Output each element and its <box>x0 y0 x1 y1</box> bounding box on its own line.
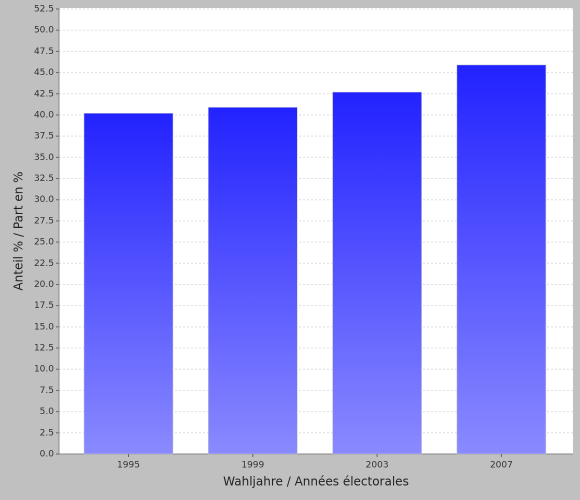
y-tick-label: 25.0 <box>34 238 54 248</box>
y-tick-label: 15.0 <box>34 322 54 332</box>
bar <box>208 107 298 455</box>
y-tick-label: 52.5 <box>34 5 54 15</box>
y-tick-label: 2.5 <box>40 428 54 438</box>
x-tick-label: 2003 <box>366 461 389 471</box>
y-tick-label: 42.5 <box>34 89 54 99</box>
x-tick-label: 1995 <box>117 461 140 471</box>
y-tick-label: 0.0 <box>40 450 55 460</box>
y-tick-label: 50.0 <box>34 26 54 36</box>
y-tick-label: 37.5 <box>34 132 54 142</box>
y-tick-label: 10.0 <box>34 365 54 375</box>
y-axis-label: Anteil % / Part en % <box>12 171 26 290</box>
y-tick-label: 45.0 <box>34 68 54 78</box>
bar <box>456 64 547 455</box>
bar <box>83 113 174 455</box>
x-axis-label: Wahljahre / Années électorales <box>223 475 409 489</box>
x-tick-label: 1999 <box>241 461 264 471</box>
y-tick-label: 27.5 <box>34 216 54 226</box>
x-tick-label: 2007 <box>490 461 513 471</box>
y-tick-label: 22.5 <box>34 259 54 269</box>
y-tick-label: 20.0 <box>34 280 54 290</box>
y-tick-label: 47.5 <box>34 47 54 57</box>
y-tick-label: 32.5 <box>34 174 54 184</box>
y-tick-label: 7.5 <box>40 386 54 396</box>
y-tick-label: 30.0 <box>34 195 54 205</box>
y-tick-label: 17.5 <box>34 301 54 311</box>
y-tick-label: 12.5 <box>34 344 54 354</box>
bar <box>332 91 422 455</box>
y-tick-label: 35.0 <box>34 153 54 163</box>
y-tick-label: 5.0 <box>40 407 55 417</box>
y-tick-label: 40.0 <box>34 110 54 120</box>
